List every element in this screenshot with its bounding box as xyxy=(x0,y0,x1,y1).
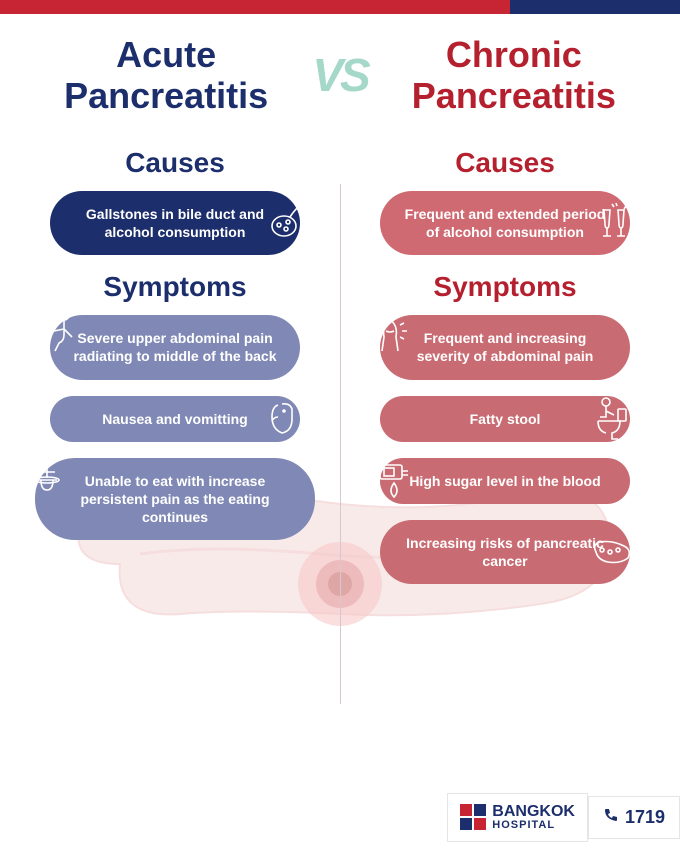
right-title-line1: Chronic xyxy=(378,34,650,75)
gallbladder-icon xyxy=(266,202,306,244)
acute-symptom-1-text: Severe upper abdominal pain radiating to… xyxy=(73,330,276,364)
chronic-symptom-pill-3: High sugar level in the blood xyxy=(380,458,630,504)
vs-badge: VS xyxy=(312,48,367,102)
top-bar-right xyxy=(510,0,680,14)
logo-mark-icon xyxy=(460,804,486,830)
right-title-line2: Pancreatitis xyxy=(378,75,650,116)
chronic-symptom-pill-2: Fatty stool xyxy=(380,396,630,442)
chronic-symptom-1-text: Frequent and increasing severity of abdo… xyxy=(417,330,594,364)
acute-cause-text: Gallstones in bile duct and alcohol cons… xyxy=(86,206,264,240)
acute-symptom-pill-3: Unable to eat with increase persistent p… xyxy=(35,458,315,541)
brand-sub: HOSPITAL xyxy=(492,820,575,831)
acute-cause-pill: Gallstones in bile duct and alcohol cons… xyxy=(50,191,300,255)
right-causes-heading: Causes xyxy=(455,147,555,179)
eating-icon xyxy=(25,450,69,496)
acute-symptom-2-text: Nausea and vomitting xyxy=(102,411,247,427)
columns: Causes Gallstones in bile duct and alcoh… xyxy=(30,147,650,601)
logo-sq-tr xyxy=(474,804,486,816)
left-symptoms-heading: Symptoms xyxy=(103,271,246,303)
chronic-cause-text: Frequent and extended period of alcohol … xyxy=(405,206,606,240)
right-symptoms-heading: Symptoms xyxy=(433,271,576,303)
left-title-line1: Acute xyxy=(30,34,302,75)
cheers-icon xyxy=(592,200,636,246)
chronic-symptom-pill-4: Increasing risks of pancreatic cancer xyxy=(380,520,630,584)
chronic-symptom-3-text: High sugar level in the blood xyxy=(409,473,600,489)
nausea-icon xyxy=(264,397,306,441)
right-column: Causes Frequent and extended period of a… xyxy=(360,147,650,601)
chronic-cause-pill: Frequent and extended period of alcohol … xyxy=(380,191,630,255)
chronic-symptom-4-text: Increasing risks of pancreatic cancer xyxy=(406,535,604,569)
toilet-icon xyxy=(590,395,636,443)
back-pain-icon xyxy=(40,307,82,353)
acute-symptom-pill-2: Nausea and vomitting xyxy=(50,396,300,442)
top-bar xyxy=(0,0,680,14)
left-title-line2: Pancreatitis xyxy=(30,75,302,116)
phone-number: 1719 xyxy=(625,807,665,828)
footer-phone: 1719 xyxy=(588,796,680,839)
abdominal-pain-icon xyxy=(370,307,414,355)
brand-name: BANGKOK xyxy=(492,804,575,820)
acute-symptom-pill-1: Severe upper abdominal pain radiating to… xyxy=(50,315,300,379)
left-causes-heading: Causes xyxy=(125,147,225,179)
phone-icon xyxy=(603,807,619,828)
pancreas-icon xyxy=(588,532,636,572)
header-row: Acute Pancreatitis VS Chronic Pancreatit… xyxy=(30,34,650,117)
logo-sq-tl xyxy=(460,804,472,816)
hospital-logo: BANGKOK HOSPITAL xyxy=(460,804,575,831)
right-title: Chronic Pancreatitis xyxy=(378,34,650,117)
blood-sugar-icon xyxy=(374,459,418,503)
chronic-symptom-2-text: Fatty stool xyxy=(470,411,541,427)
content-area: Acute Pancreatitis VS Chronic Pancreatit… xyxy=(0,14,680,774)
left-title: Acute Pancreatitis xyxy=(30,34,302,117)
logo-sq-br xyxy=(474,818,486,830)
top-bar-left xyxy=(0,0,510,14)
left-column: Causes Gallstones in bile duct and alcoh… xyxy=(30,147,320,601)
footer: BANGKOK HOSPITAL 1719 xyxy=(447,784,680,850)
footer-brand: BANGKOK HOSPITAL xyxy=(447,793,588,842)
logo-sq-bl xyxy=(460,818,472,830)
chronic-symptom-pill-1: Frequent and increasing severity of abdo… xyxy=(380,315,630,379)
acute-symptom-3-text: Unable to eat with increase persistent p… xyxy=(80,473,269,525)
